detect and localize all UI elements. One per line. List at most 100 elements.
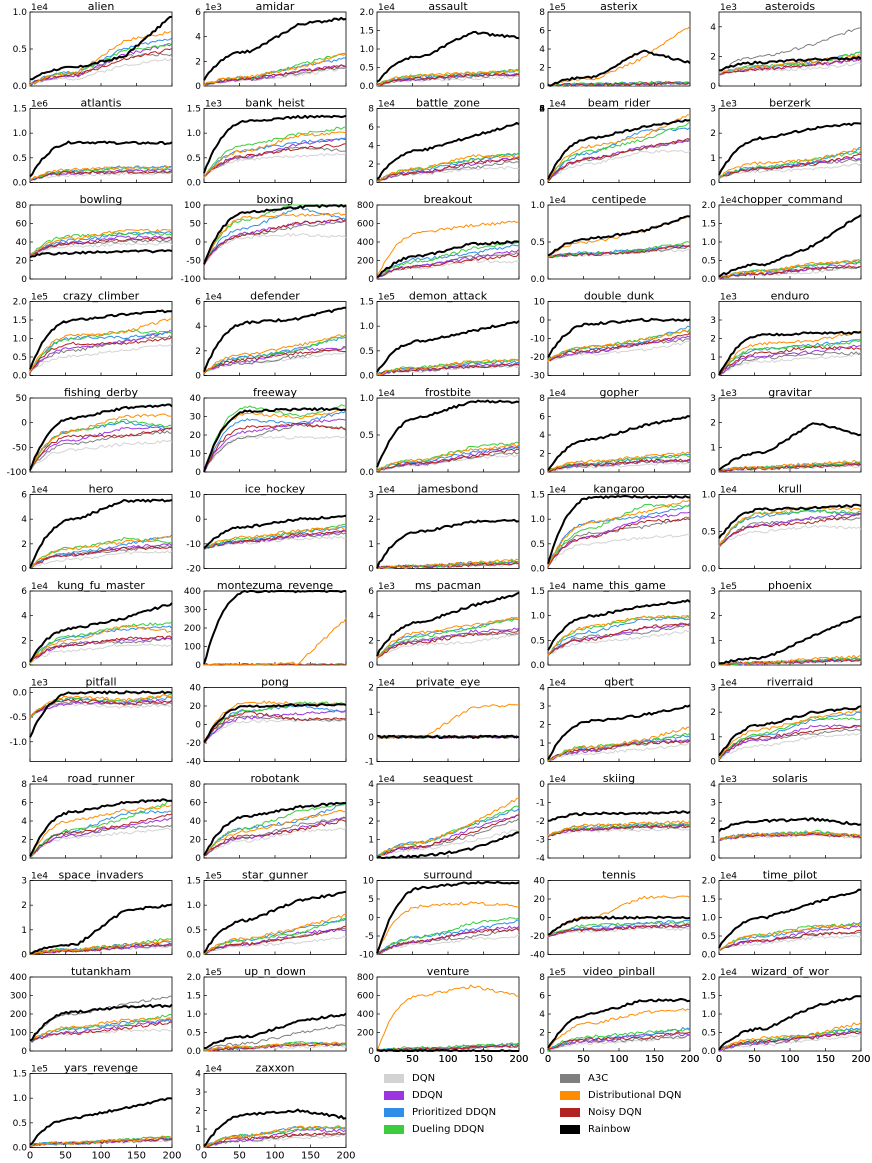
series-line-distributional-dqn [29, 1017, 173, 1043]
y-tick-label: 1 [710, 836, 716, 846]
series-line-noisy-dqn [547, 518, 691, 567]
series-line-rainbow [718, 995, 861, 1051]
y-tick-label: 1.0 [702, 491, 717, 501]
series-line-prioritized-ddqn [203, 526, 347, 551]
series-line-ddqn [718, 724, 862, 760]
panel-pitfall: pitfall 1e3 -1.0 -0.5 0.0 [9, 676, 173, 762]
series-line-noisy-dqn [376, 448, 520, 472]
series-line-dueling-ddqn [547, 732, 691, 762]
series-line-rainbow [29, 309, 172, 370]
series-line-distributional-dqn [376, 616, 520, 659]
y-tick-label: -50 [186, 257, 201, 267]
y-exponent-label: 1e4 [720, 196, 737, 206]
y-tick-label: 0 [368, 854, 374, 864]
y-tick-label: 0.5 [702, 932, 716, 942]
legend: DQN DDQN Prioritized DDQN Dueling DDQN A… [384, 1070, 764, 1140]
y-tick-label: 400 [357, 1010, 374, 1020]
series-line-dqn [29, 440, 173, 471]
panel-title: gravitar [768, 386, 812, 399]
y-tick-label: 2 [195, 1107, 201, 1117]
series-line-distributional-dqn [548, 25, 691, 87]
x-axis-labels-wizard-of-wor: 0 50 100 150 200 [716, 1054, 871, 1065]
series-line-noisy-dqn [547, 244, 691, 259]
series-line-dueling-ddqn [376, 441, 520, 472]
axes-frame [547, 204, 691, 280]
y-exponent-label: 1e4 [378, 679, 395, 689]
panel-solaris: solaris 1e3 0 1 2 3 4 [710, 772, 862, 864]
series-line-distributional-dqn [376, 703, 520, 739]
x-tick-label: 200 [680, 1054, 699, 1065]
y-tick-label: 1.0 [531, 201, 546, 211]
panel-title: riverraid [767, 676, 814, 689]
series-line-dqn [376, 259, 520, 278]
y-exponent-label: 1e4 [31, 872, 48, 882]
series-line-prioritized-ddqn [376, 617, 520, 658]
legend-swatch-dueling-ddqn [384, 1124, 404, 1134]
panel-montezuma-revenge: montezuma_revenge 0 100 200 300 400 [184, 579, 347, 671]
y-tick-label: 6 [195, 8, 201, 18]
series-line-a3c [547, 624, 691, 657]
y-tick-label: 0 [21, 275, 27, 285]
series-line-ddqn [29, 330, 173, 373]
axes-frame [718, 880, 862, 955]
y-exponent-label: 1e4 [549, 582, 566, 592]
y-exponent-label: 1e3 [720, 389, 737, 399]
y-tick-label: 6 [539, 413, 545, 423]
y-tick-label: 4 [539, 1010, 545, 1020]
panel-kangaroo: kangaroo 1e4 0.0 0.5 1.0 1.5 [531, 483, 691, 575]
y-tick-label: 0.5 [187, 154, 201, 164]
legend-label-a3c: A3C [588, 1072, 609, 1084]
series-line-distributional-dqn [376, 558, 520, 569]
series-line-dueling-ddqn [203, 802, 347, 856]
series-line-rainbow [718, 503, 862, 539]
y-tick-label: 8 [539, 394, 545, 404]
y-tick-label: 20 [190, 431, 202, 441]
series-line-ddqn [203, 418, 347, 473]
y-tick-label: 2 [195, 347, 201, 357]
y-tick-label: 400 [10, 973, 27, 983]
series-line-a3c [547, 516, 691, 568]
series-line-rainbow [29, 1097, 173, 1146]
panel-atlantis: atlantis 1e6 0.0 0.5 1.0 1.5 [13, 97, 173, 189]
series-line-dueling-ddqn [29, 621, 173, 664]
series-line-rainbow [547, 215, 691, 257]
panel-pong: pong -40 -20 0 20 40 [186, 676, 347, 768]
y-tick-label: 0 [195, 515, 201, 525]
y-tick-label: 1.0 [531, 515, 546, 525]
series-line-distributional-dqn [203, 809, 347, 857]
y-tick-label: -100 [7, 468, 28, 478]
y-tick-label: 0 [195, 721, 201, 731]
legend-label-distributional-dqn: Distributional DQN [588, 1089, 682, 1101]
x-tick-label: 200 [851, 1054, 870, 1065]
y-tick-label: 200 [357, 257, 374, 267]
series-line-rainbow [547, 998, 691, 1049]
y-tick-label: 8 [21, 780, 27, 790]
y-tick-label: 1.5 [13, 1070, 27, 1080]
y-tick-label: 2 [368, 636, 374, 646]
series-line-prioritized-ddqn [718, 509, 862, 548]
panel-title: tennis [602, 869, 636, 882]
y-exponent-label: 1e4 [378, 486, 395, 496]
series-line-a3c [718, 351, 862, 376]
series-line-rainbow [547, 415, 691, 472]
y-tick-label: 0 [710, 758, 716, 768]
y-tick-label: 2 [539, 721, 545, 731]
y-tick-label: 0.5 [13, 154, 27, 164]
y-exponent-label: 1e5 [549, 968, 566, 978]
series-line-dqn [718, 62, 862, 76]
y-tick-label: 1.0 [187, 1010, 202, 1020]
axes-frame [718, 11, 862, 87]
series-line-dueling-ddqn [376, 358, 520, 376]
series-line-noisy-dqn [203, 530, 347, 549]
y-tick-label: 2 [710, 52, 716, 62]
y-tick-label: 1.5 [187, 105, 201, 115]
y-tick-label: 0 [539, 179, 545, 189]
axes-frame [376, 976, 520, 1052]
y-tick-label: 2.0 [13, 298, 28, 308]
axes-frame [203, 687, 347, 762]
y-tick-label: 4 [368, 612, 374, 622]
y-tick-label: 0.5 [531, 540, 545, 550]
y-tick-label: 2 [21, 540, 27, 550]
series-line-distributional-dqn [203, 212, 347, 265]
series-line-noisy-dqn [718, 832, 862, 841]
